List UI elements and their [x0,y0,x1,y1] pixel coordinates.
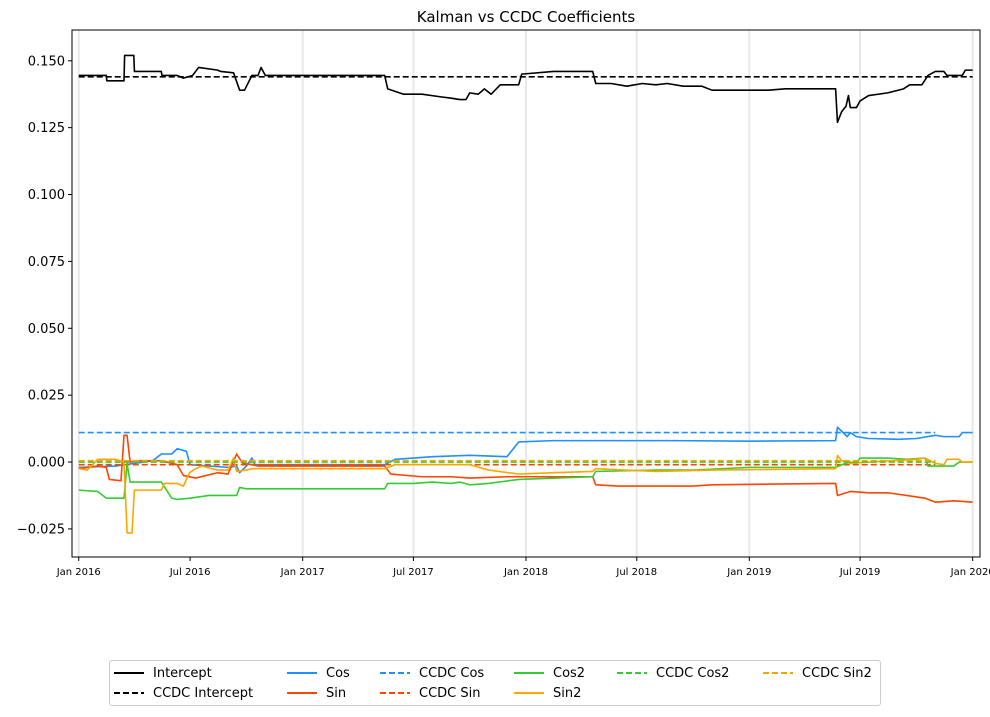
legend-swatch-ccdc-sin2 [763,672,793,674]
legend-item-ccdc-cos: CCDC Cos [380,664,484,682]
legend-item-cos: Cos [287,664,350,682]
legend-item-ccdc-intercept: CCDC Intercept [114,684,253,702]
legend-swatch-cos [287,672,317,674]
legend-swatch-ccdc-sin [380,692,410,694]
x-tick-label: Jul 2017 [392,567,434,578]
legend-swatch-ccdc-intercept [114,692,144,694]
y-tick-label: 0.000 [28,456,65,471]
x-tick-label: Jul 2018 [615,567,657,578]
y-tick-label: 0.125 [28,121,65,136]
legend-item-intercept: Intercept [114,664,212,682]
series-layer [78,54,973,534]
legend-swatch-ccdc-cos2 [617,672,647,674]
legend-swatch-sin [287,692,317,694]
legend-label: CCDC Sin2 [802,665,872,681]
x-axis: Jan 2016 Jul 2016 Jan 2017 Jul 2017 Jan 2018… [56,557,990,578]
y-tick-label: 0.150 [28,54,65,69]
legend-label: CCDC Cos [419,665,485,681]
y-axis: −0.025 0.000 0.025 0.050 0.075 0.100 0.125 0.15… [17,54,72,537]
chart-title: Kalman vs CCDC Coefficients [417,8,636,26]
legend-item-sin2: Sin2 [514,684,581,702]
legend-swatch-ccdc-cos [380,672,410,674]
legend-label: Sin [326,685,347,701]
legend-swatch-intercept [114,672,144,674]
y-tick-label: 0.050 [28,322,65,337]
x-tick-label: Jan 2020 [950,567,990,578]
y-tick-label: 0.025 [28,389,65,404]
legend-label: CCDC Sin [419,685,481,701]
x-tick-label: Jan 2017 [280,567,325,578]
y-tick-label: −0.025 [17,522,65,537]
legend-label: CCDC Cos2 [656,665,730,681]
x-tick-label: Jan 2019 [726,567,771,578]
x-tick-label: Jan 2016 [56,567,101,578]
legend-label: Sin2 [553,685,582,701]
legend-label: CCDC Intercept [153,685,254,701]
legend-item-cos2: Cos2 [514,664,585,682]
x-tick-label: Jan 2018 [503,567,548,578]
series-line-sin2 [78,454,973,534]
legend-item-ccdc-cos2: CCDC Cos2 [617,664,729,682]
legend-swatch-cos2 [514,672,544,674]
legend-item-ccdc-sin: CCDC Sin [380,684,480,702]
series-line-sin [78,434,973,503]
legend-label: Intercept [153,665,212,681]
legend-item-sin: Sin [287,684,346,702]
legend-label: Cos2 [553,665,586,681]
legend-swatch-sin2 [514,692,544,694]
break-gridlines [77,30,974,557]
y-tick-label: 0.075 [28,255,65,270]
legend-label: Cos [326,665,350,681]
y-tick-label: 0.100 [28,188,65,203]
series-line-intercept [78,54,973,124]
series-line-cos2 [78,457,973,501]
x-tick-label: Jul 2016 [169,567,211,578]
legend-item-ccdc-sin2: CCDC Sin2 [763,664,872,682]
x-tick-label: Jul 2019 [839,567,881,578]
chart-legend: Intercept CCDC Intercept Cos Sin CCDC Cos CCD… [109,660,881,706]
series-line-cos [78,426,973,474]
